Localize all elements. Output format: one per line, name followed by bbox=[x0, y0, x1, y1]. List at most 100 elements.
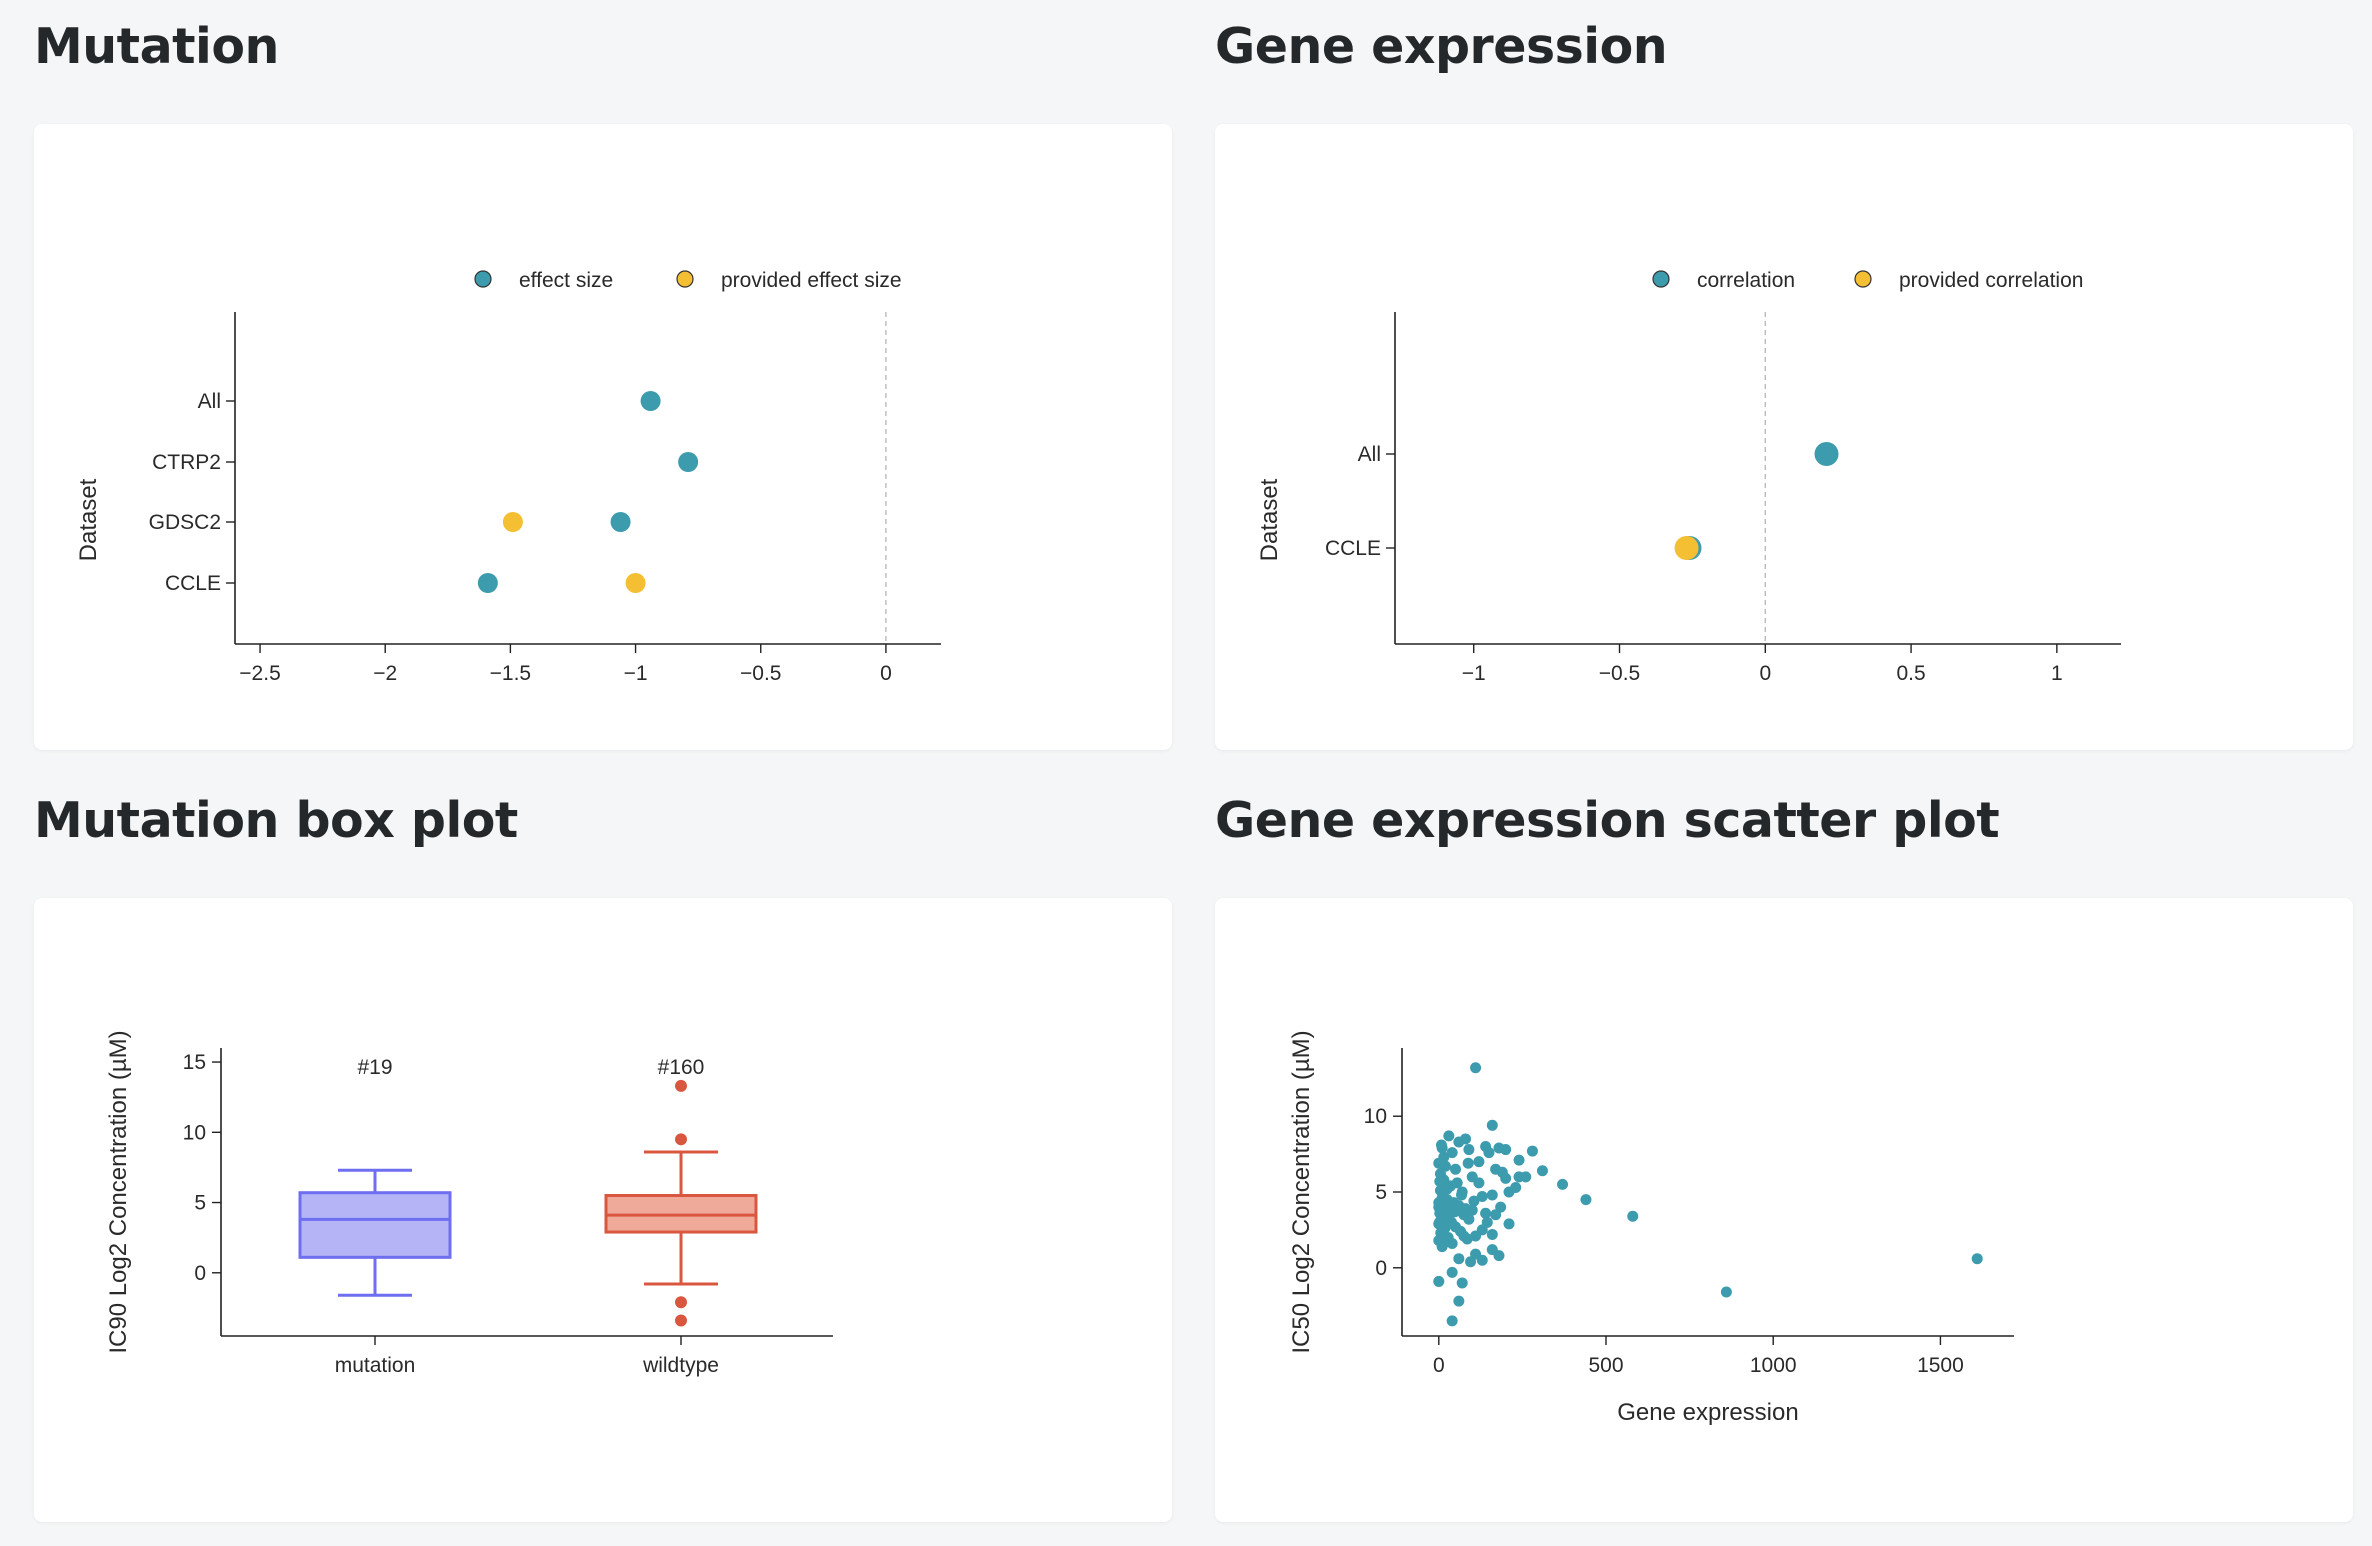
data-point[interactable] bbox=[1453, 1295, 1465, 1307]
data-point[interactable] bbox=[1456, 1277, 1468, 1289]
y-tick-label: CCLE bbox=[1325, 537, 1381, 560]
y-axis-label: Dataset bbox=[1256, 478, 1283, 561]
data-point[interactable] bbox=[1453, 1253, 1465, 1265]
data-point[interactable] bbox=[1456, 1189, 1468, 1201]
data-point[interactable] bbox=[1557, 1178, 1569, 1190]
y-tick-label: GDSC2 bbox=[149, 511, 221, 534]
data-point[interactable] bbox=[1503, 1186, 1515, 1198]
data-point[interactable] bbox=[1486, 1228, 1498, 1240]
data-point[interactable] bbox=[1503, 1218, 1515, 1230]
outlier-point[interactable] bbox=[675, 1133, 687, 1146]
data-point[interactable] bbox=[625, 573, 646, 593]
data-point[interactable] bbox=[1627, 1210, 1639, 1222]
data-point[interactable] bbox=[678, 452, 699, 472]
data-point[interactable] bbox=[1453, 1136, 1465, 1148]
data-point[interactable] bbox=[1463, 1144, 1475, 1156]
section-title-mutation-box-plot: Mutation box plot bbox=[34, 792, 518, 849]
data-point[interactable] bbox=[1473, 1156, 1485, 1168]
data-point[interactable] bbox=[1486, 1119, 1498, 1131]
legend-label: provided effect size bbox=[721, 269, 902, 292]
data-point[interactable] bbox=[610, 512, 631, 532]
data-point[interactable] bbox=[1433, 1216, 1445, 1228]
data-point[interactable] bbox=[1435, 1139, 1447, 1151]
gene-expression-scatter-card: 0 5 10 0 500 1000 1500 Gene expression IC50 Log2… bbox=[1215, 898, 2353, 1522]
data-point[interactable] bbox=[1480, 1207, 1492, 1219]
data-point[interactable] bbox=[1476, 1191, 1488, 1203]
data-point[interactable] bbox=[1446, 1147, 1458, 1159]
data-point[interactable] bbox=[1513, 1154, 1525, 1166]
x-tick-label: −1 bbox=[1462, 662, 1486, 685]
x-tick-label: 1 bbox=[2051, 662, 2063, 685]
data-point[interactable] bbox=[1476, 1254, 1488, 1266]
outlier-point[interactable] bbox=[675, 1314, 687, 1327]
data-point[interactable] bbox=[1814, 442, 1839, 466]
data-point[interactable] bbox=[1442, 1231, 1454, 1243]
gene-expression-chart-card: −1 −0.5 0 0.5 1 All CCLE Dataset correlation prov… bbox=[1215, 124, 2353, 750]
data-point[interactable] bbox=[1481, 1216, 1493, 1228]
x-tick-label: wildtype bbox=[642, 1354, 719, 1377]
count-label: #160 bbox=[658, 1056, 705, 1079]
data-point[interactable] bbox=[1462, 1157, 1474, 1169]
data-point[interactable] bbox=[477, 573, 498, 593]
data-point[interactable] bbox=[1433, 1197, 1445, 1209]
y-axis-label: Dataset bbox=[75, 478, 102, 561]
data-point[interactable] bbox=[1486, 1189, 1498, 1201]
data-point[interactable] bbox=[1495, 1201, 1507, 1213]
data-point[interactable] bbox=[1434, 1175, 1446, 1187]
data-point[interactable] bbox=[1536, 1165, 1548, 1177]
x-tick-label: 1000 bbox=[1750, 1354, 1797, 1377]
legend-label: correlation bbox=[1697, 269, 1795, 292]
legend-marker bbox=[1854, 270, 1872, 288]
y-tick-label: 5 bbox=[1375, 1181, 1387, 1204]
x-axis-label: Gene expression bbox=[1617, 1399, 1798, 1426]
data-point[interactable] bbox=[1438, 1151, 1450, 1163]
data-point[interactable] bbox=[1446, 1315, 1458, 1327]
gene-expression-chart[interactable]: −1 −0.5 0 0.5 1 All CCLE Dataset correlation prov… bbox=[1215, 124, 2353, 750]
data-point[interactable] bbox=[1465, 1256, 1477, 1268]
data-point[interactable] bbox=[1433, 1275, 1445, 1287]
x-tick-label: 1500 bbox=[1917, 1354, 1964, 1377]
x-tick-label: 500 bbox=[1588, 1354, 1623, 1377]
data-point[interactable] bbox=[1470, 1062, 1482, 1074]
data-point[interactable] bbox=[1580, 1194, 1592, 1206]
data-point[interactable] bbox=[1500, 1144, 1512, 1156]
data-point[interactable] bbox=[1461, 1233, 1473, 1245]
data-point[interactable] bbox=[1493, 1250, 1505, 1262]
box-mutation[interactable] bbox=[298, 1191, 452, 1259]
data-point[interactable] bbox=[502, 512, 523, 532]
data-point[interactable] bbox=[1451, 1177, 1463, 1189]
data-point[interactable] bbox=[1443, 1130, 1455, 1142]
outlier-point[interactable] bbox=[675, 1296, 687, 1309]
legend-marker bbox=[676, 270, 694, 288]
y-tick-label: 10 bbox=[183, 1121, 206, 1144]
data-point[interactable] bbox=[1470, 1230, 1482, 1242]
mutation-box-plot-card: 0 5 10 15 IC90 Log2 Concentration (µM) mutati… bbox=[34, 898, 1172, 1522]
data-point[interactable] bbox=[1446, 1266, 1458, 1278]
data-point[interactable] bbox=[640, 391, 661, 411]
data-point[interactable] bbox=[1674, 536, 1699, 560]
data-point[interactable] bbox=[1490, 1163, 1502, 1175]
data-point[interactable] bbox=[1466, 1204, 1478, 1216]
data-point[interactable] bbox=[1971, 1253, 1983, 1265]
outlier-point[interactable] bbox=[675, 1079, 687, 1092]
mutation-box-plot-chart[interactable]: 0 5 10 15 IC90 Log2 Concentration (µM) mutati… bbox=[34, 898, 1172, 1522]
data-point[interactable] bbox=[1513, 1171, 1525, 1183]
data-point[interactable] bbox=[1473, 1177, 1485, 1189]
data-point[interactable] bbox=[1441, 1183, 1453, 1195]
mutation-chart[interactable]: −2.5 −2 −1.5 −1 −0.5 0 All CTRP2 GDSC2 CCLE Datase… bbox=[34, 124, 1172, 750]
data-point[interactable] bbox=[1450, 1163, 1462, 1175]
data-point[interactable] bbox=[1458, 1209, 1470, 1221]
data-point[interactable] bbox=[1436, 1241, 1448, 1253]
gene-expression-scatter-chart[interactable]: 0 5 10 0 500 1000 1500 Gene expression IC50 Log2… bbox=[1215, 898, 2353, 1522]
data-point[interactable] bbox=[1480, 1141, 1492, 1153]
data-point[interactable] bbox=[1468, 1195, 1480, 1207]
y-tick-label: 10 bbox=[1364, 1105, 1387, 1128]
data-point[interactable] bbox=[1449, 1206, 1461, 1218]
legend-label: effect size bbox=[519, 269, 613, 292]
data-point[interactable] bbox=[1526, 1145, 1538, 1157]
data-point[interactable] bbox=[1720, 1286, 1732, 1298]
x-tick-label: −2.5 bbox=[239, 662, 280, 685]
legend-label: provided correlation bbox=[1899, 269, 2083, 292]
y-tick-label: CCLE bbox=[165, 572, 221, 595]
y-tick-label: 0 bbox=[1375, 1257, 1387, 1280]
